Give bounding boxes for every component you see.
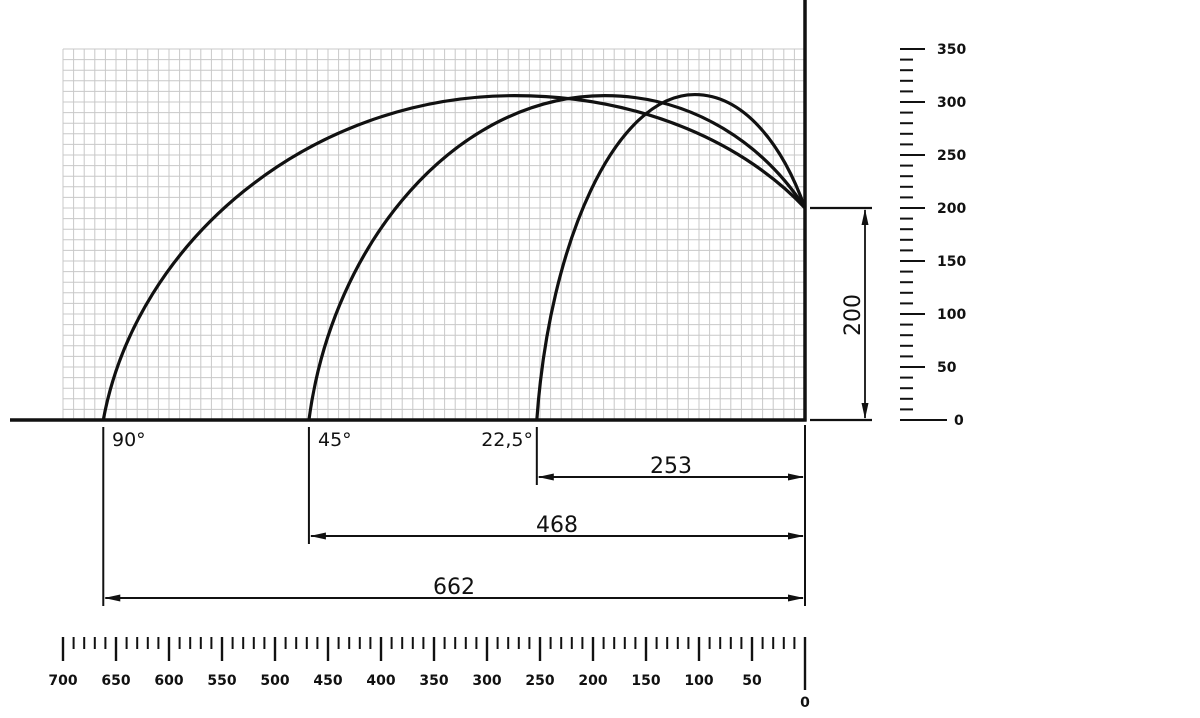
x-scale: 700 650 600 550 500 450 400 350 300 250 200 150 100 5… bbox=[48, 637, 810, 711]
arrowhead-icon bbox=[104, 594, 121, 602]
x-scale-label: 150 bbox=[631, 673, 660, 689]
arrowhead-icon bbox=[788, 594, 804, 602]
y-scale-label: 250 bbox=[937, 148, 966, 164]
trajectory-curve-0 bbox=[101, 94, 807, 421]
x-scale-label: 450 bbox=[313, 673, 342, 689]
arrowhead-icon bbox=[861, 403, 869, 419]
y-scale-label: 150 bbox=[937, 254, 966, 270]
y-scale-label: 300 bbox=[937, 95, 966, 111]
range-label-468: 468 bbox=[536, 513, 578, 538]
trajectory-curves bbox=[101, 92, 807, 421]
y-scale-label: 0 bbox=[954, 413, 964, 429]
arrowhead-icon bbox=[861, 209, 869, 225]
x-scale-label: 250 bbox=[525, 673, 554, 689]
x-scale-label: 400 bbox=[366, 673, 395, 689]
x-scale-label: 200 bbox=[578, 673, 607, 689]
x-scale-label: 50 bbox=[742, 673, 762, 689]
angle-label-90: 90° bbox=[112, 429, 146, 451]
x-scale-label: 600 bbox=[154, 673, 183, 689]
x-scale-label: 300 bbox=[472, 673, 501, 689]
trajectory-curve-1 bbox=[307, 94, 807, 421]
arrowhead-icon bbox=[537, 473, 554, 481]
y-scale-label: 50 bbox=[937, 360, 957, 376]
angle-label-22-5: 22,5° bbox=[481, 429, 533, 451]
x-scale-label: 350 bbox=[419, 673, 448, 689]
dimension-lines bbox=[102, 206, 872, 606]
y-scale-label: 100 bbox=[937, 307, 966, 323]
height-label-200: 200 bbox=[841, 294, 866, 336]
range-label-662: 662 bbox=[433, 575, 475, 600]
x-scale-label: 500 bbox=[260, 673, 289, 689]
x-scale-label: 100 bbox=[684, 673, 713, 689]
y-scale: 0 50 100 150 200 250 300 350 bbox=[900, 42, 966, 429]
arrowhead-icon bbox=[788, 473, 804, 481]
x-scale-label: 650 bbox=[101, 673, 130, 689]
x-scale-label: 700 bbox=[48, 673, 77, 689]
y-scale-label: 350 bbox=[937, 42, 966, 58]
x-scale-label: 550 bbox=[207, 673, 236, 689]
arrowhead-icon bbox=[309, 532, 326, 540]
axes bbox=[10, 0, 807, 422]
y-scale-label: 200 bbox=[937, 201, 966, 217]
arrowhead-icon bbox=[788, 532, 804, 540]
angle-label-45: 45° bbox=[318, 429, 352, 451]
trajectory-curve-2 bbox=[535, 92, 807, 421]
range-label-253: 253 bbox=[650, 454, 692, 479]
x-scale-label: 0 bbox=[800, 695, 810, 711]
